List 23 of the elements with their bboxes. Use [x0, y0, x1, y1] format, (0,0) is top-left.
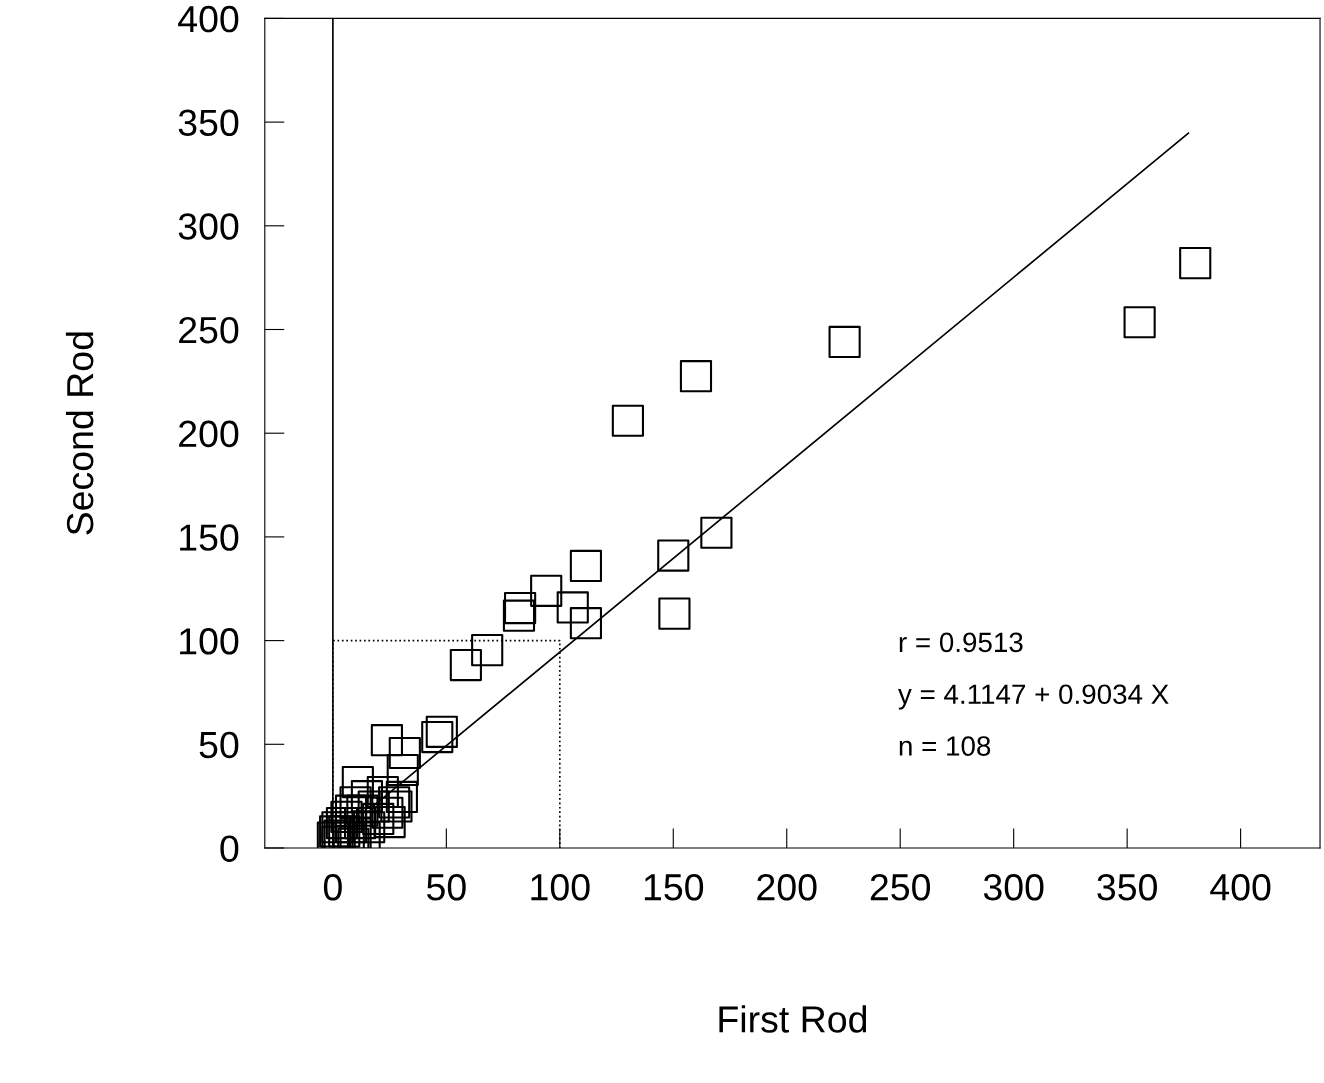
x-tick-label: 150: [644, 873, 704, 901]
y-tick-label: 300: [178, 213, 239, 240]
y-tick-label: 50: [199, 731, 239, 759]
x-tick-label: 350: [1097, 873, 1157, 901]
x-tick-label: 200: [757, 873, 817, 901]
y-tick-label: 350: [178, 109, 239, 137]
y-tick-label: 150: [180, 524, 239, 551]
x-tick-label: 50: [426, 873, 466, 901]
x-tick-label: 250: [870, 873, 931, 901]
annotation: n = 108: [899, 736, 991, 756]
y-tick-label: 250: [179, 316, 239, 344]
x-axis-title: First Rod: [719, 1005, 867, 1033]
y-axis-title: Second Rod: [65, 332, 94, 535]
x-tick-label: 0: [323, 873, 342, 901]
y-tick-label: 200: [179, 420, 239, 448]
x-tick-label: 300: [983, 873, 1044, 901]
y-tick-label: 400: [178, 5, 239, 33]
x-tick-label: 100: [531, 873, 590, 901]
y-tick-label: 100: [180, 628, 239, 655]
y-tick-label: 0: [220, 835, 239, 862]
annotation: y = 4.1147 + 0.9034 X: [898, 684, 1169, 710]
annotation: r = 0.9513: [899, 632, 1023, 653]
x-tick-label: 400: [1210, 873, 1271, 901]
